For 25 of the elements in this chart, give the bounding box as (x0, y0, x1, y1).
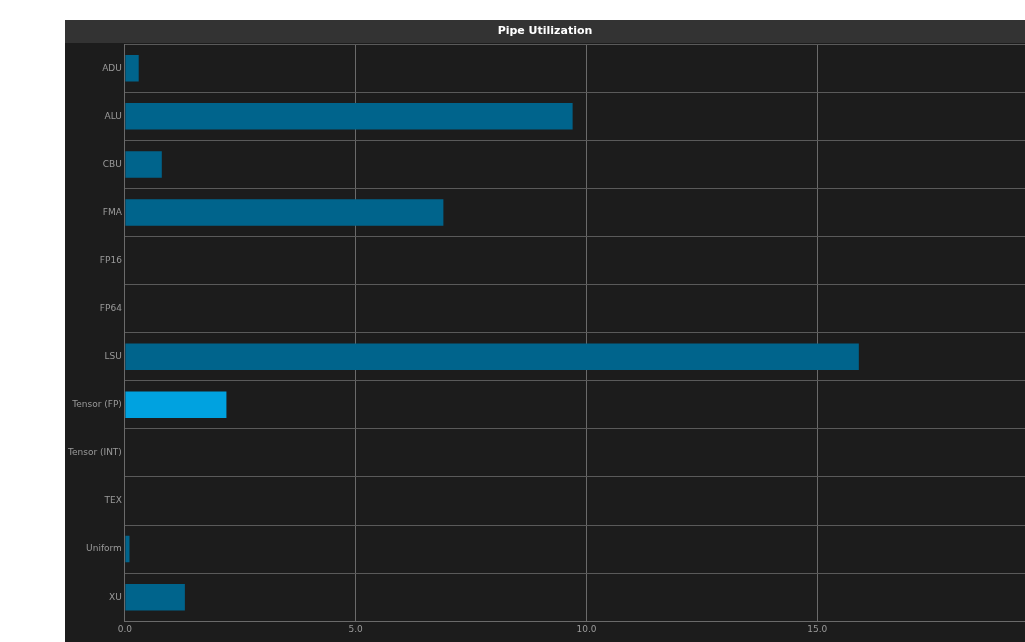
y-tick-label: FP64 (99, 303, 123, 313)
y-tick-label: TEX (103, 495, 122, 506)
y-tick-label: Uniform (86, 543, 122, 554)
bar (125, 151, 162, 178)
y-tick-label: LSU (104, 351, 122, 362)
chart-title: Pipe Utilization (497, 24, 593, 38)
x-tick-label: 5.0 (348, 623, 364, 634)
y-tick-label: XU (109, 591, 122, 602)
bar (125, 535, 130, 563)
y-tick-label: CBU (102, 158, 122, 169)
bar (125, 55, 139, 82)
bar (125, 391, 227, 419)
x-tick-label: 10.0 (576, 623, 597, 634)
y-tick-label: ADU (102, 62, 122, 73)
bar (125, 103, 573, 130)
x-tick-label: 0.0 (117, 623, 133, 634)
y-tick-label: FP16 (99, 254, 123, 265)
x-tick-label: 15.0 (807, 623, 828, 634)
y-tick-label: ALU (104, 110, 122, 121)
bar (125, 199, 444, 226)
y-tick-label: Tensor (INT) (67, 447, 122, 458)
bar (125, 343, 859, 370)
y-tick-label: Tensor (FP) (71, 399, 122, 410)
y-tick-label: FMA (102, 206, 123, 217)
bar (125, 583, 185, 611)
